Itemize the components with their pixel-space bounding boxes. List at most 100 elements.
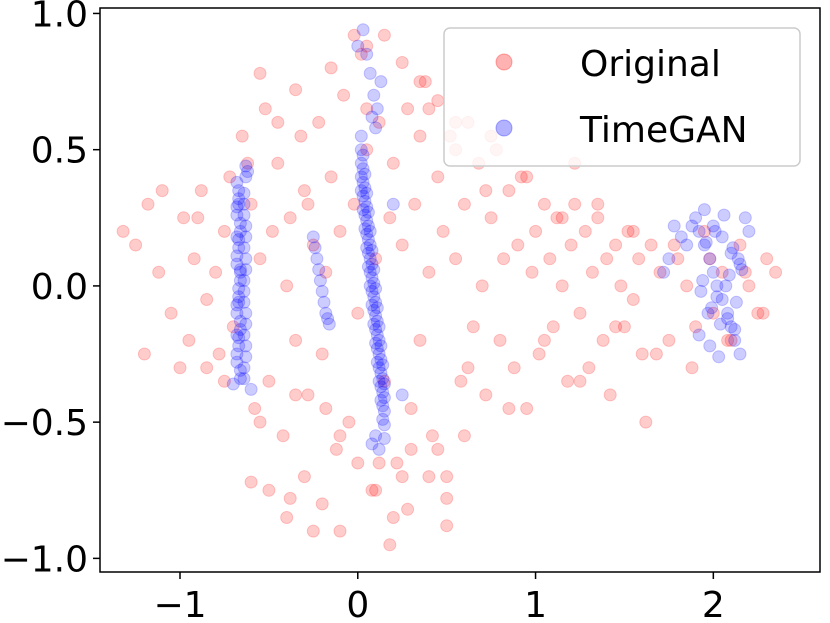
data-point-original [386, 156, 400, 170]
data-point-original [484, 211, 498, 225]
data-point-timegan [706, 219, 720, 233]
data-point-timegan [233, 314, 247, 328]
data-point-timegan [369, 429, 383, 443]
data-point-original [265, 224, 279, 238]
data-point-original [596, 333, 610, 347]
data-point-original [244, 197, 258, 211]
data-point-timegan [708, 224, 722, 238]
data-point-timegan [369, 336, 383, 350]
data-point-timegan [232, 295, 246, 309]
data-point-original [306, 238, 320, 252]
data-point-timegan [360, 186, 374, 200]
data-point-timegan [358, 194, 372, 208]
data-point-timegan [321, 312, 335, 326]
data-point-original [271, 156, 285, 170]
data-point-timegan [239, 159, 253, 173]
data-point-timegan [370, 328, 384, 342]
data-point-original [297, 184, 311, 198]
data-point-original [537, 333, 551, 347]
data-point-timegan [685, 219, 699, 233]
data-point-timegan [728, 333, 742, 347]
data-point-original [609, 238, 623, 252]
data-point-original [223, 170, 237, 184]
data-point-timegan [372, 442, 386, 456]
data-point-original [306, 524, 320, 538]
data-point-timegan [358, 181, 372, 195]
data-point-original [129, 238, 143, 252]
data-point-timegan [370, 314, 384, 328]
x-tick-label: −1 [153, 585, 206, 623]
data-point-timegan [230, 175, 244, 189]
data-point-original [333, 224, 347, 238]
data-point-timegan [237, 208, 251, 222]
data-point-timegan [692, 328, 706, 342]
data-point-original [561, 374, 575, 388]
data-point-timegan [715, 230, 729, 244]
data-point-original [466, 320, 480, 334]
data-point-timegan [361, 260, 375, 274]
data-point-timegan [233, 265, 247, 279]
data-point-timegan [674, 230, 688, 244]
data-point-original [258, 102, 272, 116]
data-point-timegan [244, 382, 258, 396]
data-point-timegan [237, 284, 251, 298]
data-point-timegan [351, 39, 365, 53]
data-point-timegan [374, 366, 388, 380]
data-point-timegan [369, 309, 383, 323]
points-layer [116, 23, 783, 552]
data-point-timegan [230, 355, 244, 369]
data-point-timegan [232, 241, 246, 255]
data-point-timegan [365, 257, 379, 271]
data-point-timegan [358, 167, 372, 181]
data-point-timegan [312, 263, 326, 277]
data-point-timegan [703, 252, 717, 266]
data-point-timegan [376, 372, 390, 386]
data-point-timegan [232, 233, 246, 247]
data-point-original [164, 306, 178, 320]
data-point-timegan [230, 200, 244, 214]
data-point-original [520, 402, 534, 415]
data-point-original [703, 252, 717, 266]
data-point-timegan [680, 238, 694, 252]
data-point-timegan [365, 244, 379, 257]
data-point-original [457, 197, 471, 211]
data-point-original [493, 333, 507, 347]
data-point-timegan [230, 249, 244, 263]
data-point-original [635, 347, 649, 361]
data-point-original [347, 197, 361, 211]
data-point-original [369, 252, 383, 266]
data-point-original [440, 491, 454, 505]
data-point-original [555, 279, 569, 293]
data-point-original [289, 83, 303, 97]
data-point-timegan [717, 208, 731, 222]
y-tick-label: 0.0 [31, 267, 88, 308]
data-point-original [422, 470, 436, 484]
data-point-timegan [367, 303, 381, 317]
data-point-timegan [361, 205, 375, 219]
data-point-original [573, 306, 587, 320]
data-point-original [116, 224, 130, 238]
axis-ticks: −1 0 1 2 1.0 0.5 0.0 −0.5 −1.0 [1, 0, 725, 623]
data-point-timegan [706, 265, 720, 279]
data-point-original [697, 224, 711, 238]
data-point-original [667, 238, 681, 252]
data-point-timegan [369, 323, 383, 336]
data-point-timegan [733, 257, 747, 271]
data-point-timegan [356, 189, 370, 203]
data-point-original [422, 102, 436, 116]
data-point-timegan [377, 404, 391, 418]
data-point-timegan [722, 268, 736, 282]
data-point-original [756, 306, 770, 320]
data-point-original [283, 211, 297, 225]
data-point-original [413, 333, 427, 347]
data-point-timegan [239, 170, 253, 184]
data-point-original [573, 374, 587, 388]
data-point-original [372, 456, 386, 470]
data-point-original [342, 415, 356, 429]
data-point-original [724, 333, 738, 347]
data-point-timegan [376, 385, 390, 399]
x-tick-label: 0 [346, 585, 369, 623]
data-point-original [182, 333, 196, 347]
data-point-timegan [696, 274, 710, 287]
data-point-timegan [372, 374, 386, 388]
